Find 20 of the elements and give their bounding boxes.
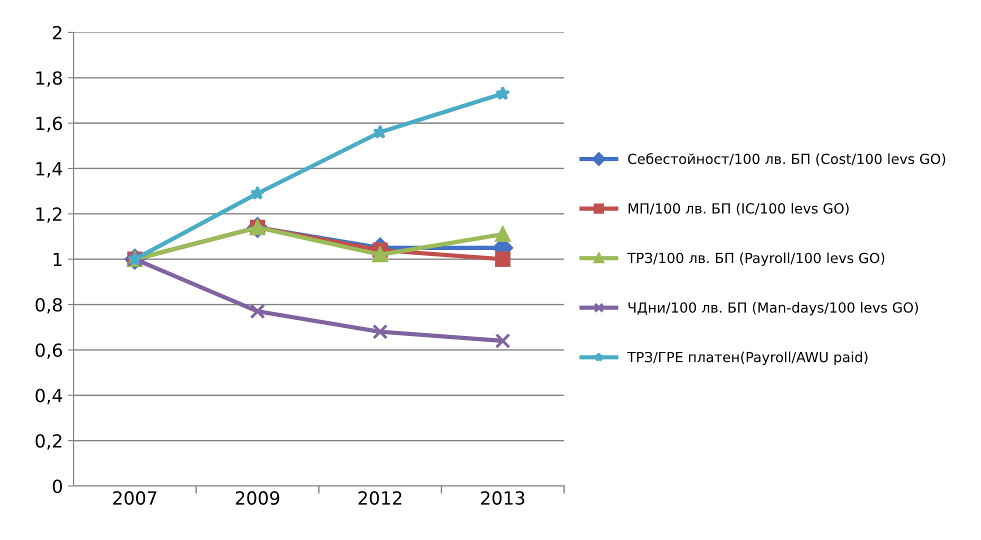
legend-label: ТРЗ/100 лв. БП (Payroll/100 levs GO) [627,252,884,266]
y-tick-label: 1,2 [36,207,62,223]
legend-label: ТРЗ/ГРЕ платен(Payroll/AWU paid) [627,352,868,366]
y-tick-label: 1,8 [36,71,62,87]
y-tick-label: 2 [52,26,62,40]
y-tick-label: 0 [52,479,62,494]
y-tick-label: 1,4 [36,162,62,178]
legend-label: МП/100 лв. БП (IC/100 levs GO) [628,202,849,216]
x-tick-label: 2007 [113,491,156,505]
legend-label: Себестойност/100 лв. БП (Cost/100 levs GO) [628,153,946,166]
y-tick-label: 1,6 [36,116,62,132]
x-tick-label: 2009 [236,491,280,505]
x-tick-label: 2012 [358,491,402,505]
y-tick-label: 1 [54,252,62,266]
y-tick-label: 0,4 [36,388,62,404]
x-tick-label: 2013 [481,491,524,505]
y-tick-label: 0,8 [36,298,62,314]
y-tick-label: 0,6 [36,343,62,359]
legend-label: ЧДни/100 лв. БП (Man-days/100 levs GO) [628,302,918,316]
y-tick-label: 0,2 [36,434,62,450]
